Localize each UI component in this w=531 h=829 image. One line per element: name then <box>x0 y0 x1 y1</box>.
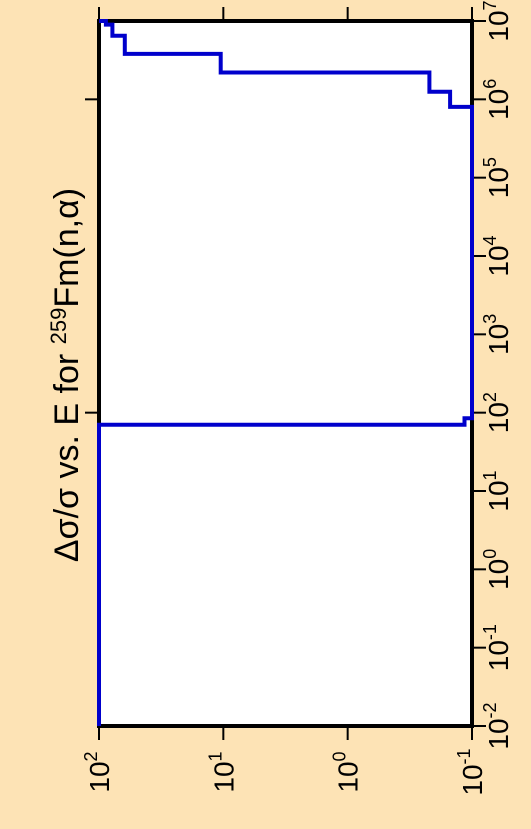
tick-labels: 10-210-110010110210310410510610710210110… <box>81 0 514 795</box>
x-tick-label: 106 <box>480 79 514 120</box>
y-tick-label: 102 <box>81 751 115 792</box>
x-tick-label: 102 <box>480 392 514 433</box>
y-tick-label: 10-1 <box>454 748 488 795</box>
x-tick-label: 10-1 <box>480 624 514 671</box>
title-suffix: Fm(n,α) <box>48 188 86 308</box>
y-tick-label: 101 <box>205 751 239 792</box>
x-tick-label: 100 <box>480 549 514 590</box>
title-prefix: Δσ/σ vs. E for <box>48 344 86 562</box>
x-tick-label: 107 <box>480 0 514 41</box>
ticks-layer <box>85 7 486 740</box>
chart-title: Δσ/σ vs. E for 259Fm(n,α) <box>46 188 86 562</box>
x-tick-label: 105 <box>480 157 514 198</box>
x-tick-label: 101 <box>480 470 514 511</box>
series-line <box>97 19 474 726</box>
plot-frame <box>97 19 474 728</box>
y-tick-label: 100 <box>330 751 364 792</box>
x-tick-label: 104 <box>480 235 514 276</box>
x-tick-label: 10-2 <box>480 702 514 749</box>
title-mass: 259 <box>46 308 71 345</box>
x-tick-label: 103 <box>480 314 514 355</box>
